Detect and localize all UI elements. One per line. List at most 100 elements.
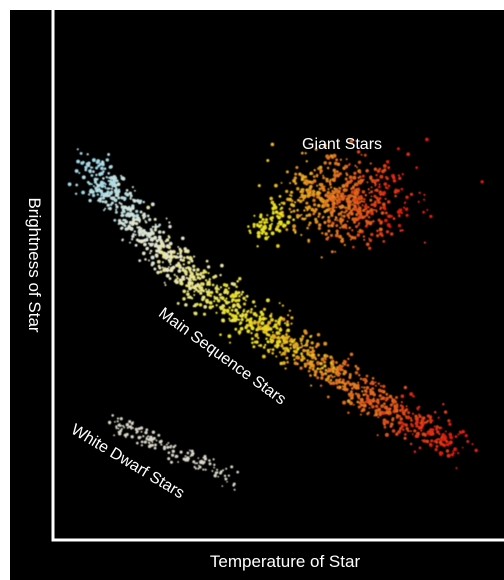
- main-sequence-star: [390, 422, 394, 426]
- white-dwarf-star: [154, 443, 157, 447]
- giant-star: [382, 163, 387, 168]
- main-sequence-star: [187, 281, 192, 285]
- main-sequence-star: [130, 206, 135, 211]
- giant-star: [379, 174, 384, 179]
- main-sequence-star: [146, 205, 151, 210]
- main-sequence-star: [363, 386, 366, 389]
- main-sequence-star: [142, 200, 145, 204]
- giant-star: [318, 187, 322, 191]
- giant-star: [324, 193, 328, 198]
- main-sequence-star: [319, 367, 322, 371]
- main-sequence-star: [269, 314, 273, 318]
- main-sequence-star: [183, 247, 187, 251]
- main-sequence-star: [414, 414, 418, 418]
- main-sequence-star: [389, 403, 393, 407]
- main-sequence-star: [426, 430, 430, 435]
- white-dwarf-star: [198, 465, 202, 469]
- giant-star: [357, 160, 362, 164]
- giant-star: [327, 194, 330, 197]
- main-sequence-star: [376, 434, 379, 437]
- main-sequence-star: [102, 181, 106, 185]
- main-sequence-star: [206, 265, 211, 269]
- white-dwarf-star: [171, 449, 175, 453]
- main-sequence-star: [197, 289, 200, 293]
- main-sequence-star: [182, 256, 186, 260]
- main-sequence-star: [449, 440, 453, 445]
- giant-star: [370, 203, 373, 206]
- white-dwarf-star: [122, 424, 125, 428]
- main-sequence-star: [354, 371, 359, 375]
- main-sequence-star: [185, 249, 190, 254]
- giant-star: [342, 214, 346, 218]
- main-sequence-star: [418, 446, 422, 450]
- giant-star: [300, 151, 304, 155]
- main-sequence-star: [219, 273, 222, 277]
- giant-star: [336, 189, 341, 194]
- white-dwarf-star: [222, 469, 225, 472]
- giant-star: [406, 152, 411, 157]
- main-sequence-star: [184, 266, 188, 270]
- main-sequence-star: [222, 283, 227, 287]
- giant-star: [339, 193, 342, 196]
- main-sequence-star: [207, 272, 210, 275]
- main-sequence-star: [215, 284, 219, 287]
- main-sequence-star: [242, 296, 246, 300]
- giant-star: [352, 186, 355, 190]
- white-dwarf-star: [117, 423, 121, 427]
- white-dwarf-star: [150, 437, 155, 441]
- main-sequence-star: [275, 327, 278, 329]
- giant-star: [405, 213, 409, 217]
- main-sequence-star: [115, 205, 119, 209]
- main-sequence-star: [177, 245, 180, 248]
- main-sequence-star: [132, 212, 135, 215]
- main-sequence-star: [258, 315, 262, 319]
- giant-star: [368, 246, 372, 250]
- main-sequence-star: [110, 190, 114, 194]
- giant-star: [300, 233, 303, 237]
- giant-star: [330, 213, 334, 217]
- giant-star: [423, 193, 426, 197]
- main-sequence-star: [372, 397, 375, 400]
- giant-star: [306, 209, 309, 212]
- main-sequence-star: [300, 352, 304, 356]
- white-dwarf-star: [130, 422, 134, 426]
- main-sequence-star: [145, 238, 149, 242]
- giant-star: [312, 175, 316, 178]
- white-dwarf-star: [136, 441, 139, 445]
- white-dwarf-star: [184, 455, 187, 458]
- giant-star: [355, 183, 359, 187]
- main-sequence-star: [284, 367, 287, 370]
- giant-star: [323, 185, 326, 188]
- main-sequence-star: [207, 280, 211, 285]
- main-sequence-star: [207, 290, 212, 294]
- main-sequence-star: [300, 354, 304, 358]
- main-sequence-star: [309, 346, 312, 349]
- main-sequence-star: [191, 284, 194, 287]
- main-sequence-star: [244, 313, 248, 317]
- main-sequence-star: [124, 191, 128, 196]
- main-sequence-star: [399, 427, 402, 431]
- giant-star: [367, 188, 370, 191]
- main-sequence-star: [242, 313, 245, 317]
- main-sequence-star: [222, 308, 226, 312]
- giant-star: [316, 190, 321, 195]
- giant-star: [400, 187, 404, 191]
- giant-star: [358, 212, 363, 217]
- giant-star: [399, 229, 402, 232]
- main-sequence-star: [380, 389, 384, 393]
- giant-star: [333, 201, 336, 205]
- main-sequence-star: [251, 341, 254, 345]
- white-dwarf-star: [202, 456, 205, 459]
- giant-star: [358, 208, 362, 212]
- main-sequence-star: [163, 267, 167, 270]
- giant-star: [350, 190, 355, 195]
- main-sequence-star: [295, 343, 299, 348]
- main-sequence-star: [285, 323, 290, 327]
- main-sequence-star: [120, 226, 124, 230]
- white-dwarf-star: [169, 460, 174, 464]
- main-sequence-star: [324, 372, 328, 376]
- main-sequence-star: [448, 422, 452, 426]
- main-sequence-star: [76, 159, 81, 164]
- main-sequence-star: [153, 235, 158, 240]
- main-sequence-star: [204, 279, 208, 282]
